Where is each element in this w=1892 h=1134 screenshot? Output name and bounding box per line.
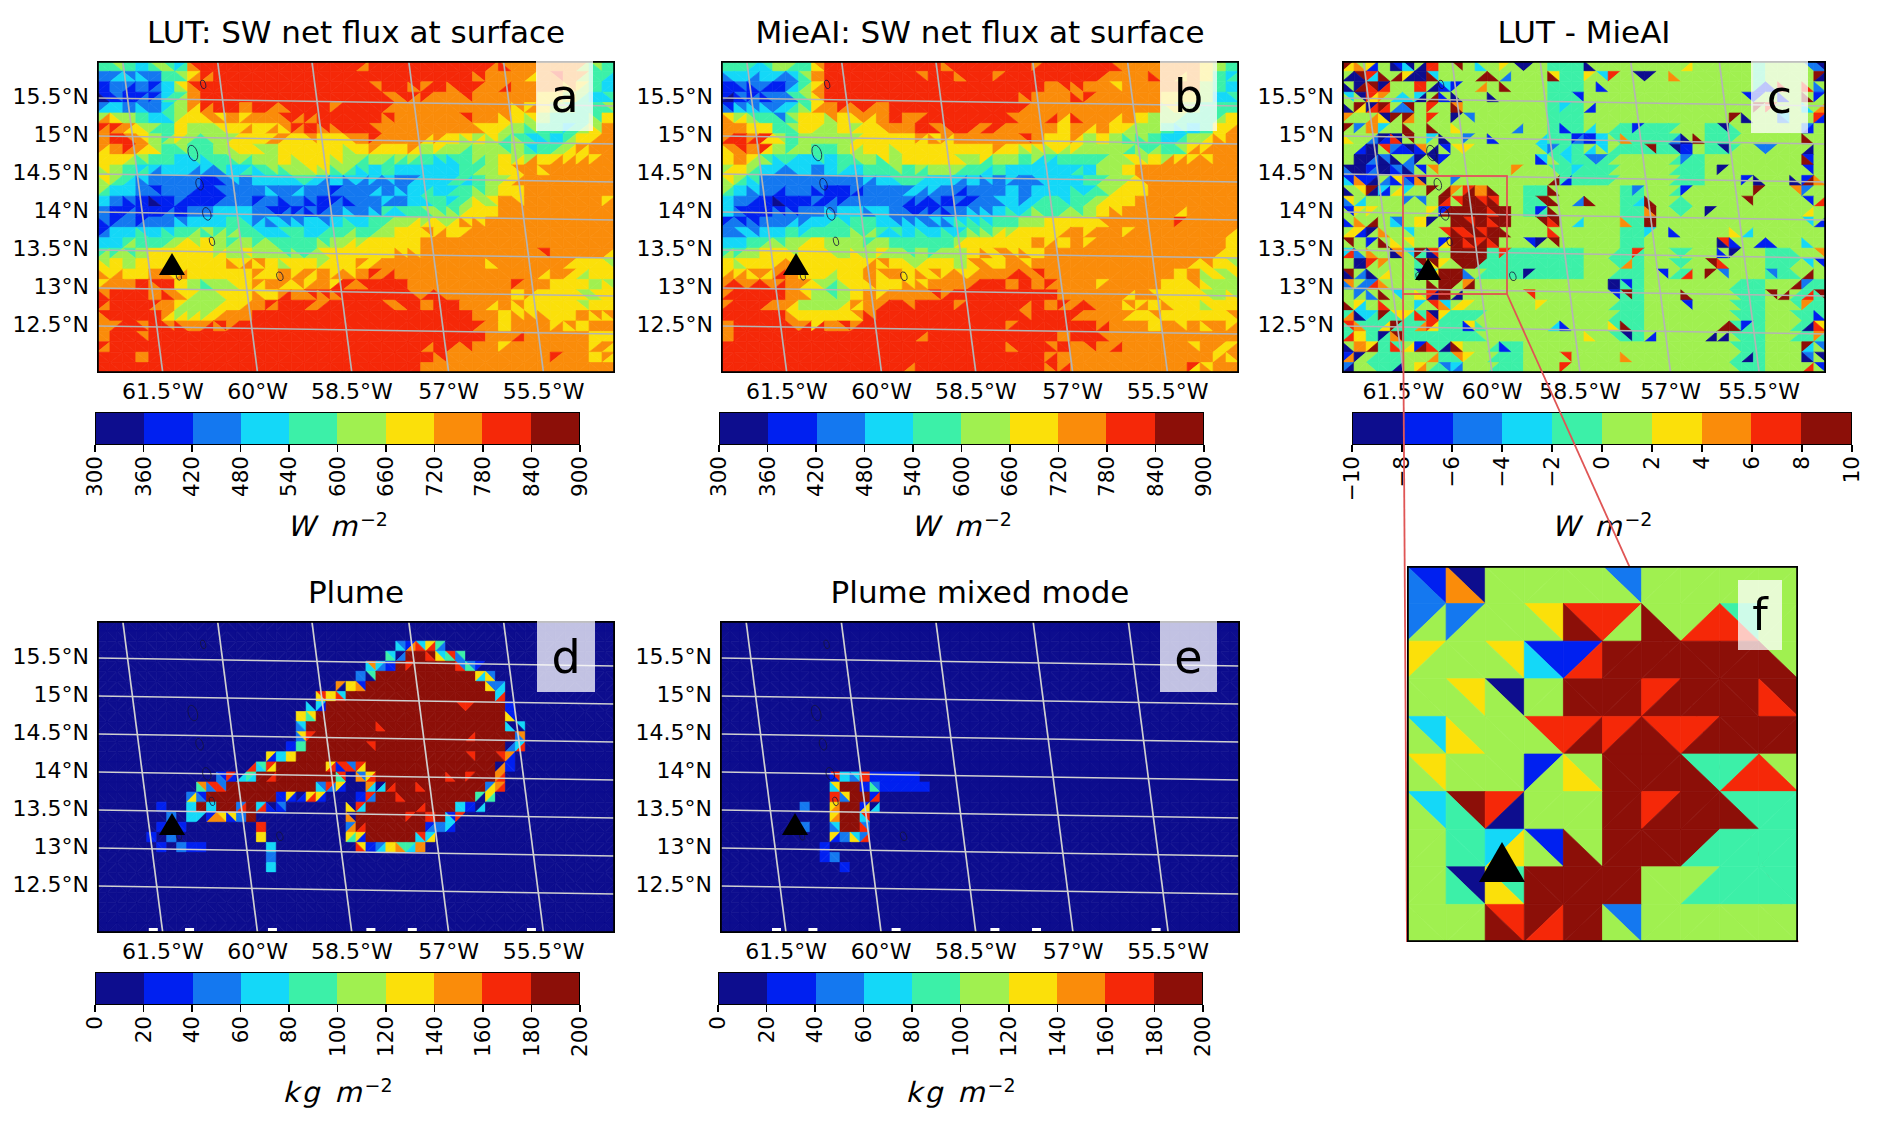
- panel-letter-c: c: [1767, 74, 1792, 120]
- panel-letter-box-b: b: [1160, 61, 1217, 131]
- panel-letter-box-d: d: [537, 621, 595, 692]
- volcano-marker-b: [783, 250, 809, 275]
- volcano-marker-c: [1415, 255, 1441, 280]
- panel-letter-d: d: [551, 634, 580, 680]
- panel-letter-b: b: [1174, 73, 1203, 119]
- panel-letter-box-c: c: [1751, 61, 1808, 133]
- panel-letter-box-e: e: [1160, 621, 1217, 692]
- volcano-marker-a: [159, 250, 185, 275]
- panel-letter-e: e: [1174, 634, 1202, 680]
- figure: LUT: SW net flux at surface15.5°N15°N14.…: [0, 0, 1892, 1134]
- panel-letter-a: a: [550, 73, 578, 119]
- volcano-marker-d: [159, 810, 185, 835]
- volcano-marker-f: [1479, 839, 1525, 882]
- panel-letter-box-a: a: [536, 61, 593, 131]
- panel-letter-box-f: f: [1738, 580, 1782, 650]
- volcano-marker-e: [782, 810, 808, 835]
- panel-letter-f: f: [1752, 593, 1768, 637]
